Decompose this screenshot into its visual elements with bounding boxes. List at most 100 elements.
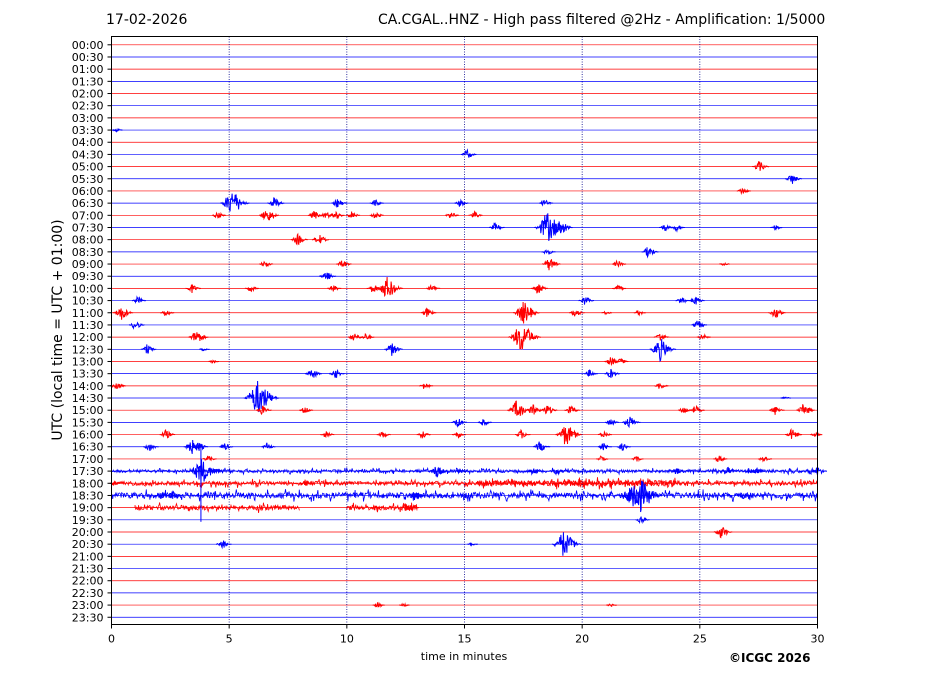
ytick-label-16:30: 16:30: [72, 441, 104, 454]
event-20:00-139: [713, 526, 733, 539]
ytick-label-14:30: 14:30: [72, 392, 104, 405]
event-09:30-35: [319, 272, 337, 280]
chart-title: CA.CGAL..HNZ - High pass filtered @2Hz -…: [378, 12, 826, 28]
event-16:00-94: [159, 428, 176, 439]
event-05:30-3: [784, 175, 802, 184]
event-12:00-59: [347, 333, 364, 341]
event-18:30-132: [408, 492, 426, 501]
event-15:00-87: [689, 404, 705, 413]
event-17:30-121: [527, 468, 542, 476]
ytick-label-03:00: 03:00: [72, 112, 104, 125]
event-06:30-5: [220, 193, 250, 212]
event-11:00-52: [601, 310, 612, 316]
event-10:30-45: [578, 297, 594, 305]
event-16:00-100: [555, 427, 582, 445]
xtick-label-20: 20: [575, 633, 589, 646]
ytick-label-20:00: 20:00: [72, 526, 104, 539]
xtick-label-5: 5: [226, 633, 233, 646]
event-10:00-38: [327, 285, 342, 292]
event-14:00-76: [419, 383, 434, 389]
event-12:00-58: [188, 332, 209, 342]
ytick-label-21:30: 21:30: [72, 563, 104, 576]
event-06:30-8: [369, 199, 384, 207]
event-11:00-53: [633, 310, 646, 317]
event-12:00-60: [360, 332, 375, 340]
event-07:00-19: [468, 210, 483, 218]
ytick-label-04:30: 04:30: [72, 148, 104, 161]
ytick-label-17:30: 17:30: [72, 465, 104, 478]
event-23:00-144: [399, 602, 410, 607]
event-06:30-6: [267, 197, 285, 208]
event-08:00-27: [311, 234, 330, 244]
event-11:00-50: [420, 307, 437, 317]
event-15:00-81: [299, 407, 314, 413]
event-11:00-55: [513, 301, 540, 324]
ytick-label-01:30: 01:30: [72, 75, 104, 88]
event-11:00-51: [569, 310, 585, 317]
event-06:00-4: [736, 187, 751, 196]
event-15:00-82: [507, 400, 531, 416]
event-09:00-31: [336, 260, 352, 268]
event-11:30-57: [691, 320, 707, 328]
event-16:00-102: [784, 427, 803, 439]
event-15:00-83: [526, 404, 544, 415]
event-15:30-91: [477, 419, 492, 427]
ytick-label-06:30: 06:30: [72, 197, 104, 210]
ytick-label-21:00: 21:00: [72, 550, 104, 563]
ytick-label-02:00: 02:00: [72, 88, 104, 101]
event-17:00-116: [757, 456, 772, 463]
event-17:00-114: [631, 456, 644, 463]
event-06:30-10: [539, 199, 554, 207]
ytick-label-14:00: 14:00: [72, 380, 104, 393]
event-19:30-138: [635, 516, 650, 524]
event-08:00-26: [290, 232, 308, 246]
event-19:00-135: [370, 504, 383, 511]
event-12:30-65: [199, 348, 210, 352]
event-23:00-143: [372, 601, 385, 609]
event-07:00-16: [346, 211, 361, 218]
event-17:00-115: [713, 455, 728, 462]
event-07:30-22: [549, 221, 573, 234]
event-17:30-120: [454, 467, 467, 475]
event-14:00-77: [654, 383, 669, 389]
noise-17:30-0: [111, 466, 818, 476]
ytick-label-20:30: 20:30: [72, 538, 104, 551]
event-10:30-47: [689, 296, 705, 305]
event-15:30-92: [604, 419, 619, 426]
event-17:30-127: [811, 467, 827, 476]
event-15:00-89: [796, 404, 815, 414]
event-06:30-9: [454, 198, 469, 207]
ytick-label-11:30: 11:30: [72, 319, 104, 332]
event-18:30-134: [736, 493, 751, 500]
event-18:30-131: [166, 490, 183, 499]
ytick-label-06:00: 06:00: [72, 185, 104, 198]
ytick-label-08:00: 08:00: [72, 234, 104, 247]
event-17:30-123: [670, 468, 685, 474]
ytick-label-23:00: 23:00: [72, 599, 104, 612]
event-10:30-44: [131, 295, 146, 305]
event-16:30-109: [533, 441, 551, 451]
event-07:30-20: [489, 222, 505, 231]
ytick-label-15:30: 15:30: [72, 416, 104, 429]
event-03:30-0: [112, 127, 123, 133]
event-23:00-145: [606, 603, 617, 607]
event-07:00-12: [259, 211, 279, 221]
event-17:00-112: [202, 455, 217, 462]
event-17:30-119: [429, 466, 448, 478]
event-16:30-108: [261, 442, 276, 450]
ytick-label-07:00: 07:00: [72, 209, 104, 222]
event-12:30-66: [384, 343, 403, 356]
event-17:00-113: [596, 455, 609, 461]
ytick-label-11:00: 11:00: [72, 307, 104, 320]
event-16:00-96: [376, 431, 391, 438]
event-07:30-23: [659, 224, 674, 232]
event-13:30-74: [604, 368, 620, 379]
ytick-label-18:30: 18:30: [72, 489, 104, 502]
x-axis-label: time in minutes: [421, 650, 508, 663]
ytick-label-00:00: 00:00: [72, 39, 104, 52]
event-10:00-37: [244, 286, 259, 293]
event-13:00-70: [208, 359, 219, 364]
ytick-label-22:00: 22:00: [72, 575, 104, 588]
event-17:30-118: [209, 468, 224, 474]
